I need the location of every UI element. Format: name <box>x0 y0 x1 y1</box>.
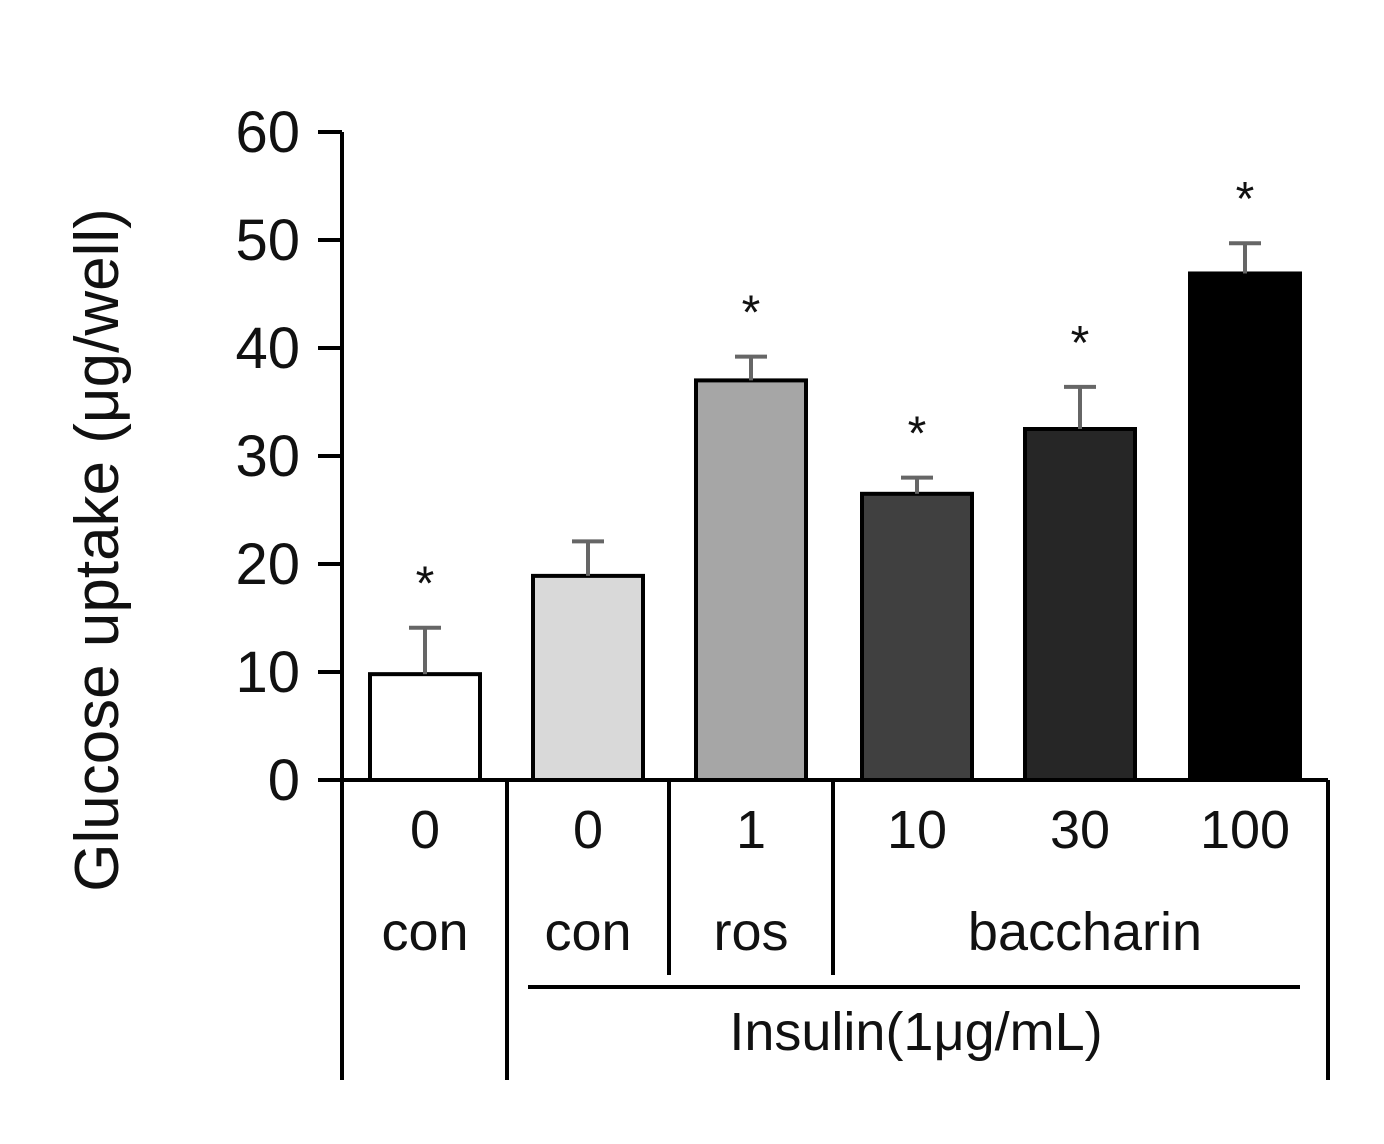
y-tick-label-4: 40 <box>235 316 300 381</box>
axes <box>318 130 1330 1080</box>
concentration-label-0: 0 <box>410 800 440 860</box>
y-axis-label: Glucose uptake (μg/well) <box>63 208 132 892</box>
category-labels: 0 10 20 30 40 50 60 0 0 1 10 30 100 con con ros bacchari… <box>235 100 1290 962</box>
concentration-label-4: 30 <box>1050 800 1110 860</box>
bars: * * * * * <box>368 173 1302 782</box>
treatment-label-2: ros <box>713 902 788 962</box>
bar-0 <box>368 672 482 782</box>
significance-mark-2: * <box>742 287 761 340</box>
treatment-label-3: baccharin <box>968 902 1202 962</box>
y-tick-label-1: 10 <box>235 640 300 705</box>
bar-5 <box>1188 271 1302 782</box>
bar-1 <box>531 573 645 782</box>
bar-3 <box>860 491 974 782</box>
concentration-label-3: 10 <box>887 800 947 860</box>
concentration-label-5: 100 <box>1200 800 1290 860</box>
concentration-label-1: 0 <box>573 800 603 860</box>
bar-4 <box>1023 427 1137 782</box>
y-tick-label-5: 50 <box>235 208 300 273</box>
significance-mark-5: * <box>1236 173 1255 226</box>
y-tick-label-2: 20 <box>235 532 300 597</box>
y-tick-label-6: 60 <box>235 100 300 165</box>
significance-mark-4: * <box>1071 317 1090 370</box>
significance-mark-0: * <box>416 558 435 611</box>
insulin-label: Insulin(1μg/mL) <box>729 1002 1102 1062</box>
concentration-label-2: 1 <box>736 800 766 860</box>
y-tick-label-3: 30 <box>235 424 300 489</box>
significance-mark-3: * <box>908 408 927 461</box>
treatment-label-1: con <box>544 902 631 962</box>
y-tick-label-0: 0 <box>268 748 300 813</box>
bar-2 <box>694 378 808 782</box>
treatment-label-0: con <box>381 902 468 962</box>
